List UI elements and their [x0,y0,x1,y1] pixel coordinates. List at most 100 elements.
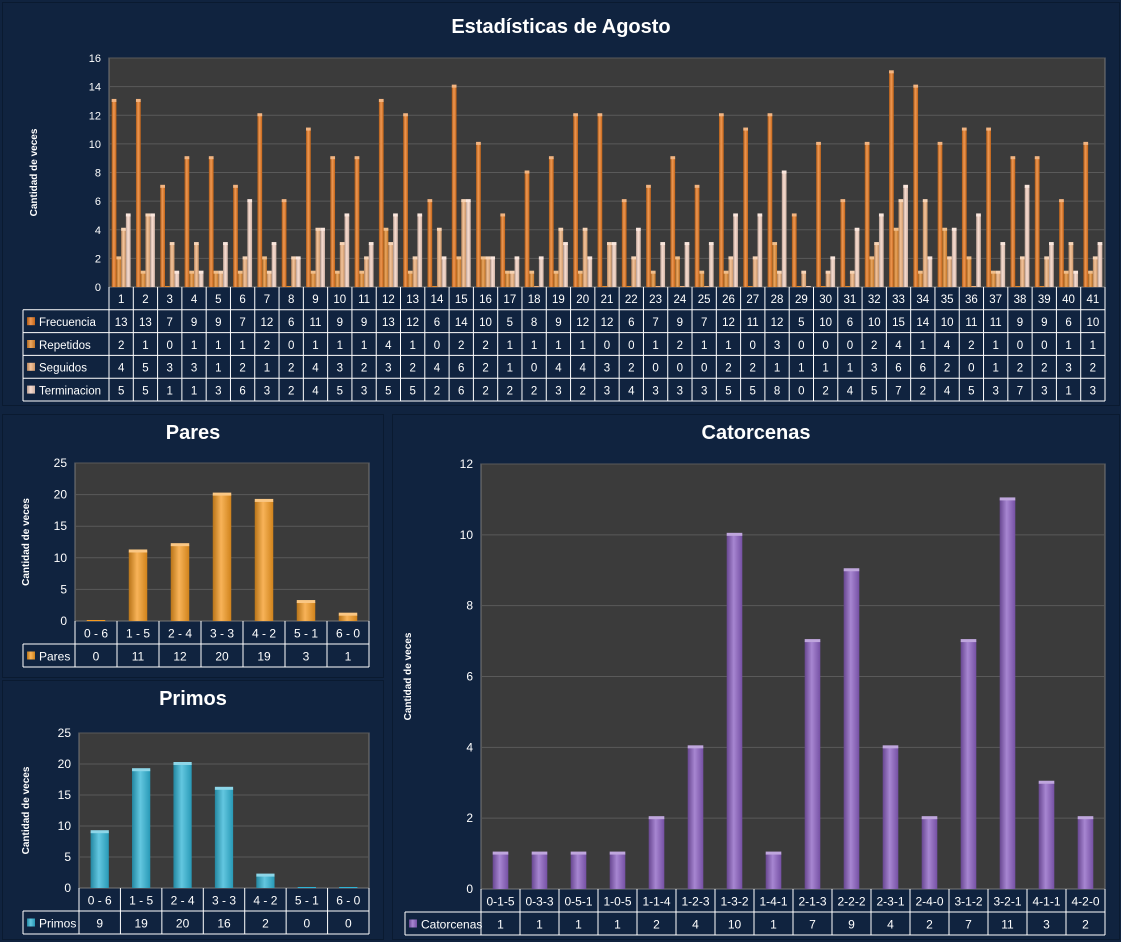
data-label: 2 [920,385,926,397]
y-tick-label: 0 [466,882,473,896]
bar-cap [966,256,972,260]
bar-terminacion [393,215,398,287]
bar-terminacion [441,258,447,287]
data-label: 9 [361,317,367,329]
bar-frecuencia [257,115,263,287]
bar-cap [393,213,398,217]
bar-cap [359,270,365,274]
main-chart-title: Estadísticas de Agosto [451,16,671,38]
bar-frecuencia [451,86,457,287]
bar-seguidos [266,272,272,287]
bar-cap [295,256,301,260]
bar-terminacion [903,186,908,287]
data-label: 12 [576,317,589,329]
bar-cap [889,70,894,74]
bar-catorcenas [843,570,860,889]
bar-frecuencia [306,129,311,287]
legend-key-repetidos [27,340,35,348]
bar-cap [465,199,471,203]
y-tick-label: 10 [54,551,68,565]
data-label: 3 [1041,385,1047,397]
bar-cap [212,492,232,496]
bar-cap [480,256,486,260]
y-tick-label: 0 [60,614,67,628]
bar-cap [174,270,180,274]
bar-terminacion [1000,244,1006,287]
bar-catorcenas [1077,818,1094,889]
data-label: 1 [215,340,221,352]
bar-cap [315,227,321,231]
x-tick-label: 3-1-2 [954,895,982,909]
bar-repetidos [1039,286,1045,287]
data-label: 6 [847,317,853,329]
bar-cap [509,270,515,274]
x-tick-label: 1-3-2 [720,895,748,909]
data-label: 5 [871,385,877,397]
bar-seguidos [1044,258,1050,287]
data-label: 1 [555,340,561,352]
data-label: 0 [701,363,707,375]
x-tick-label: 2-3-1 [876,895,904,909]
bar-cap [364,256,369,260]
x-tick-label: 8 [288,294,294,306]
bar-catorcenas [609,853,626,889]
bar-cap [213,270,219,274]
bar-seguidos [509,272,515,287]
data-label: 1 [531,340,537,352]
bar-cap [646,184,651,188]
data-label: 2 [288,363,294,375]
bar-cap [609,851,626,855]
x-tick-label: 6 - 0 [336,627,360,641]
bar-cap [266,270,272,274]
bar-cap [781,170,787,174]
bar-repetidos [310,272,316,287]
data-label: 0 [822,340,828,352]
bar-seguidos [169,244,175,287]
bar-cap [427,199,433,203]
bar-terminacion [708,244,714,287]
x-tick-label: 16 [479,294,492,306]
data-label: 20 [176,917,190,931]
bar-cap [150,213,155,217]
bar-cap [173,762,192,765]
data-label: 4 [628,385,635,397]
data-label: 19 [257,650,271,664]
data-label: 2 [264,340,270,352]
bar-frecuencia [743,129,749,287]
data-label: 7 [652,317,658,329]
legend-label: Frecuencia [39,317,96,329]
bar-cap [960,639,977,643]
data-label: 2 [458,340,464,352]
bar-frecuencia [281,201,287,287]
bar-terminacion [320,229,325,287]
bar-repetidos [723,272,729,287]
y-axis-label: Cantidad de veces [21,766,32,854]
data-label: 1 [1065,385,1071,397]
bar-frecuencia [330,158,336,287]
bar-repetidos [1063,272,1069,287]
bar-cap [128,549,148,553]
bar-cap [648,816,665,820]
data-label: 2 [653,918,660,932]
data-label: 7 [701,317,707,329]
bar-seguidos [1068,244,1074,287]
bar-cap [1024,184,1030,188]
bar-frecuencia [718,115,724,287]
data-label: 10 [479,317,492,329]
bar-cap [339,242,345,246]
x-tick-label: 26 [722,294,735,306]
bar-catorcenas [531,853,548,889]
data-label: 0 [798,385,804,397]
bar-repetidos [845,286,850,287]
data-label: 7 [167,317,173,329]
data-label: 12 [771,317,784,329]
bar-cap [570,851,587,855]
bar-seguidos [801,272,807,287]
data-label: 1 [652,340,658,352]
bar-repetidos [553,272,559,287]
bar-pares [296,602,316,621]
bar-cap [271,242,277,246]
x-tick-label: 38 [1014,294,1027,306]
bar-cap [726,532,743,536]
bar-cap [233,184,238,188]
